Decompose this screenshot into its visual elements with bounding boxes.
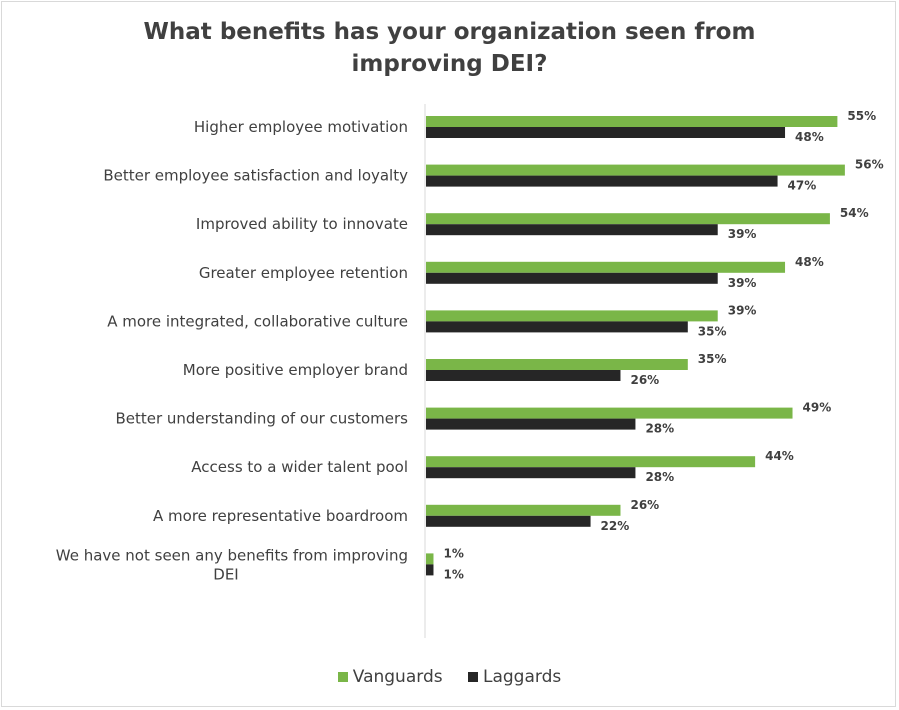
category-label: A more representative boardroom [153,507,408,525]
category-label: More positive employer brand [183,361,408,379]
bar-vanguards [426,261,786,273]
bar-laggards [426,175,778,187]
category-label: Higher employee motivation [194,118,408,136]
data-label-vanguards: 55% [847,109,876,123]
data-label-laggards: 47% [788,179,817,193]
category-label-line: Improved ability to innovate [196,215,408,233]
legend-swatch-laggards [468,672,478,682]
bar-laggards [426,127,786,138]
data-label-vanguards: 44% [765,449,794,463]
data-label-laggards: 35% [698,324,727,338]
category-label-line: Better employee satisfaction and loyalty [103,167,408,185]
value-labels-group: 55%48%56%47%54%39%48%39%39%35%35%26%49%2… [443,109,883,581]
category-label: A more integrated, collaborative culture [107,312,408,330]
legend-label-laggards: Laggards [483,667,562,687]
category-label: Greater employee retention [199,264,408,282]
data-label-vanguards: 26% [630,498,659,512]
category-label-line: DEI [213,565,238,583]
legend-item-laggards: Laggards [468,667,561,687]
data-label-vanguards: 56% [855,158,884,172]
bar-vanguards [426,164,845,176]
bar-laggards [426,467,636,479]
bar-vanguards [426,310,718,322]
data-label-laggards: 1% [443,567,463,581]
category-label: Access to a wider talent pool [191,458,408,476]
legend-swatch-vanguards [337,672,348,682]
bar-laggards [426,321,688,333]
category-label-line: Greater employee retention [199,264,408,282]
bar-laggards [426,370,621,381]
data-label-laggards: 26% [630,373,659,387]
category-label-line: A more representative boardroom [153,507,408,525]
data-label-vanguards: 48% [795,255,824,269]
chart-title: What benefits has your organization seen… [0,16,899,80]
data-label-laggards: 28% [645,470,674,484]
category-label-line: More positive employer brand [183,361,408,379]
category-label: Improved ability to innovate [196,215,408,233]
category-label-line: A more integrated, collaborative culture [107,312,408,330]
data-label-vanguards: 1% [443,546,463,560]
data-label-laggards: 22% [601,519,630,533]
category-label: Better employee satisfaction and loyalty [103,167,408,185]
bar-vanguards [426,456,756,468]
legend: Vanguards Laggards [0,667,899,687]
category-label-line: Access to a wider talent pool [191,458,408,476]
bar-laggards [426,515,591,527]
data-label-laggards: 28% [645,422,674,436]
bar-laggards [426,272,718,284]
bar-laggards [426,224,718,236]
bar-vanguards [426,116,838,127]
category-label-line: We have not seen any benefits from impro… [56,546,408,564]
bars-group [426,116,845,576]
category-label-line: Better understanding of our customers [115,410,408,428]
bar-vanguards [426,553,434,565]
data-label-laggards: 39% [728,276,757,290]
chart-title-line-2: improving DEI? [351,51,548,77]
bar-vanguards [426,504,621,516]
category-label-line: Higher employee motivation [194,118,408,136]
chart-title-line-1: What benefits has your organization seen… [143,19,756,45]
bar-laggards [426,418,636,430]
bar-vanguards [426,359,688,370]
bar-vanguards [426,407,793,419]
data-label-laggards: 39% [728,227,757,241]
category-label: Better understanding of our customers [115,410,408,428]
bar-laggards [426,564,434,576]
data-label-vanguards: 49% [803,401,832,415]
data-label-vanguards: 54% [840,206,869,220]
category-labels-group: Higher employee motivation Better employe… [56,118,408,583]
data-label-laggards: 48% [795,130,824,144]
bar-vanguards [426,213,830,225]
data-label-vanguards: 35% [698,352,727,366]
category-label: We have not seen any benefits from impro… [56,546,408,583]
legend-label-vanguards: Vanguards [352,667,443,687]
legend-item-vanguards: Vanguards [337,667,443,687]
data-label-vanguards: 39% [728,303,757,317]
